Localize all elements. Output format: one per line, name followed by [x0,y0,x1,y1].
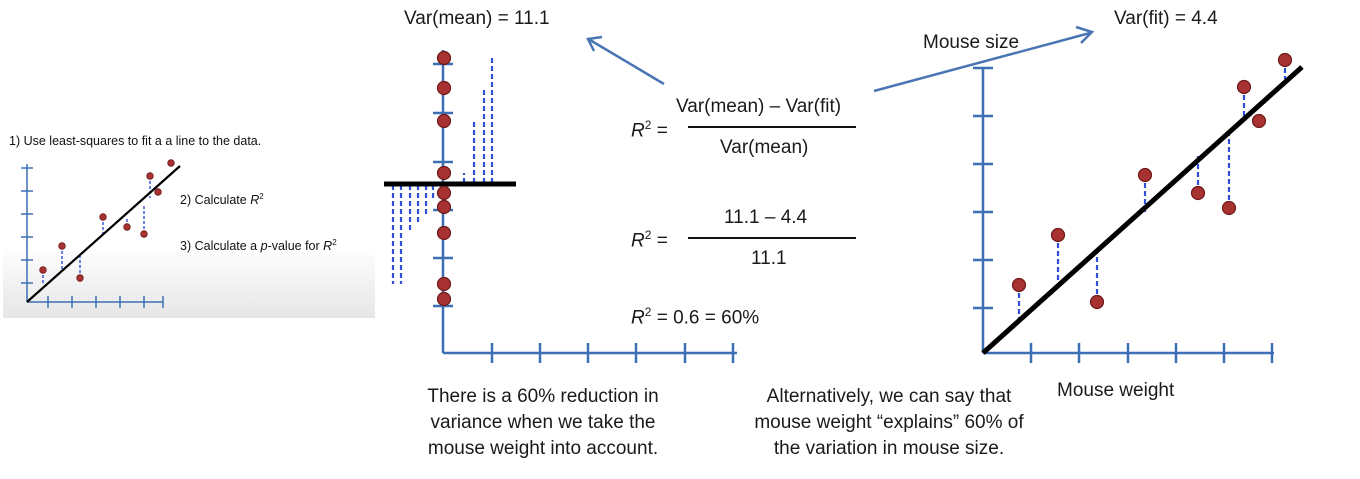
fit-line [981,65,1304,355]
mouse-size-label: Mouse size [923,32,1020,53]
caption-right: Alternatively, we can say that mouse wei… [722,384,1056,462]
step-2-prefix: 2) Calculate [180,193,251,208]
fit-plot-axes [973,66,1274,363]
step-3-p: p [260,239,268,254]
r2-exponent: 2 [644,118,652,132]
formula-denominator: Var(mean) [720,137,809,158]
step-1-text: 1) Use least-squares to fit a a line to … [9,134,262,148]
var-fit-label: Var(fit) = 4.4 [1114,8,1218,29]
equals-sign-2: = [651,230,668,252]
numeric-fraction-bar [688,237,856,239]
fit-residuals [1017,60,1287,318]
caption-left-line-1: There is a 60% reduction in [427,386,659,407]
step-2-exponent: 2 [259,192,264,201]
mini-fit-plot [21,159,181,308]
formula-numerator: Var(mean) – Var(fit) [676,96,842,117]
step-3-text: 3) Calculate a p-value for R2 [180,238,337,253]
r2-exponent-2: 2 [644,228,652,242]
caption-right-line-3: the variation in mouse size. [773,438,1005,459]
equals-sign: = [651,120,668,142]
caption-right-line-2: mouse weight “explains” 60% of [754,412,1024,433]
caption-right-line-1: Alternatively, we can say that [766,386,1012,407]
fit-plot-points [1011,52,1293,310]
formula-fraction-bar [688,126,856,128]
numeric-denominator: 11.1 [751,248,787,269]
r2-symbol: R [631,120,645,142]
step-3-mid: -value for [267,239,324,254]
r2-symbol-3: R [631,307,645,329]
step-3-symbol: R [323,239,333,254]
r2-formula-lhs: R2 = [631,118,668,142]
caption-left: There is a 60% reduction in variance whe… [392,384,694,462]
step-2-text: 2) Calculate R2 [180,192,264,207]
var-mean-label: Var(mean) = 11.1 [404,8,550,29]
step-2-symbol: R [250,193,260,208]
steps-inset: 1) Use least-squares to fit a a line to … [3,128,375,318]
mean-plot-points [436,50,452,307]
caption-left-line-3: mouse weight into account. [427,438,659,459]
r2-symbol-2: R [631,230,645,252]
r2-result: R2 = 0.6 = 60% [631,305,759,329]
r2-exponent-3: 2 [644,305,652,319]
caption-left-line-2: variance when we take the [430,412,656,433]
mean-residual-bars [391,56,494,284]
r2-numeric-lhs: R2 = [631,228,668,252]
mouse-weight-label: Mouse weight [1057,380,1175,401]
result-value: = 0.6 = 60% [651,307,760,329]
step-3-prefix: 3) Calculate a [180,239,261,254]
step-3-exponent: 2 [332,238,337,247]
arrows [586,25,1095,93]
numeric-numerator: 11.1 – 4.4 [724,207,808,228]
